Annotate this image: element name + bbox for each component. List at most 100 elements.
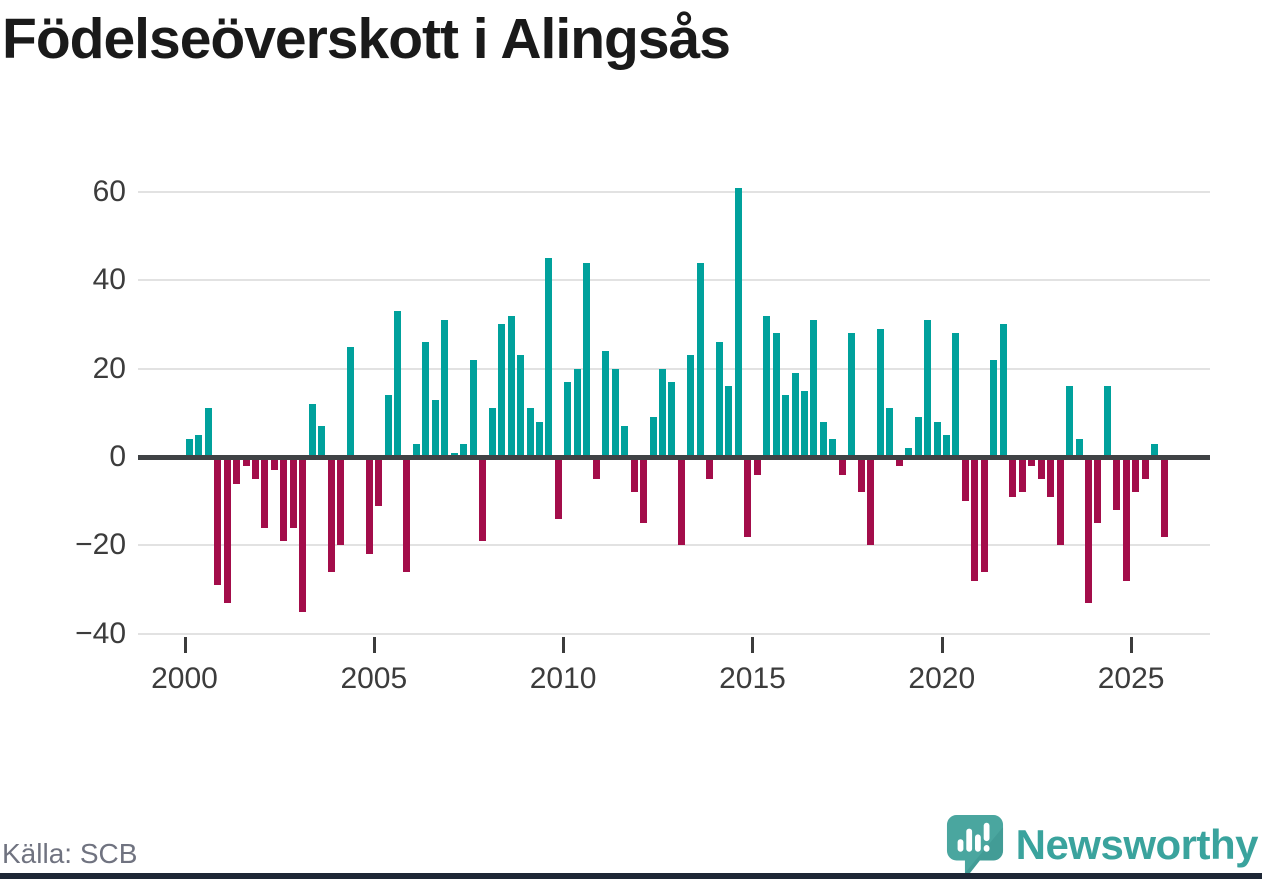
- y-axis-label: 40: [92, 263, 126, 297]
- bar-2010-q2: [573, 368, 581, 457]
- bar-2022-q4: [1047, 457, 1055, 497]
- bar-2007-q4: [479, 457, 487, 541]
- bar-2001-q3: [242, 457, 250, 466]
- bar-2017-q1: [829, 439, 837, 457]
- bar-2007-q3: [469, 359, 477, 457]
- x-axis-label-2010: 2010: [529, 662, 597, 695]
- bar-2005-q1: [375, 457, 383, 506]
- bar-2019-q1: [905, 448, 913, 457]
- source-label: Källa: SCB: [2, 838, 138, 869]
- bar-2025-q2: [1141, 457, 1149, 480]
- bar-2019-q4: [933, 421, 941, 457]
- bar-2015-q4: [782, 395, 790, 457]
- bar-2016-q3: [810, 320, 818, 457]
- bar-2013-q3: [696, 262, 704, 457]
- bar-2003-q2: [308, 403, 316, 457]
- x-axis-label-2000: 2000: [151, 662, 218, 695]
- newsworthy-wordmark: Newsworthy: [1015, 821, 1259, 868]
- bottom-accent-strip: [0, 873, 1262, 879]
- bar-2024-q2: [1103, 386, 1111, 457]
- bar-2014-q2: [725, 386, 733, 457]
- x-tick-2020: [940, 637, 944, 653]
- bar-2005-q2: [384, 395, 392, 457]
- bar-2024-q3: [1113, 457, 1121, 510]
- bar-2018-q3: [886, 408, 894, 457]
- bar-2002-q4: [289, 457, 297, 528]
- bar-2022-q1: [1018, 457, 1026, 493]
- bar-2011-q1: [602, 350, 610, 457]
- bar-2008-q1: [488, 408, 496, 457]
- bar-2020-q2: [952, 333, 960, 457]
- bar-2019-q2: [914, 417, 922, 457]
- gridline-y20: [138, 367, 1210, 370]
- bar-2023-q4: [1085, 457, 1092, 603]
- bar-2020-q1: [943, 434, 950, 457]
- bar-2013-q2: [687, 355, 695, 457]
- bar-2009-q1: [526, 408, 534, 457]
- bar-2003-q1: [299, 457, 307, 612]
- bar-2003-q4: [327, 457, 335, 572]
- bar-2000-q2: [195, 434, 203, 457]
- bar-2017-q2: [838, 457, 846, 475]
- bar-2011-q3: [621, 426, 629, 457]
- bar-2010-q1: [564, 381, 572, 457]
- bar-2001-q2: [233, 457, 241, 484]
- bar-2023-q3: [1075, 439, 1083, 457]
- bar-2021-q3: [999, 324, 1007, 457]
- bar-2007-q1: [450, 452, 458, 457]
- bar-2002-q2: [270, 457, 278, 471]
- bar-2006-q4: [441, 320, 449, 457]
- bar-2000-q1: [185, 439, 193, 457]
- newsworthy-logo: Newsworthy: [946, 814, 1259, 876]
- bar-2024-q4: [1122, 457, 1130, 581]
- bar-2002-q1: [261, 457, 269, 528]
- y-axis-label: 60: [92, 174, 126, 208]
- bar-2004-q1: [337, 457, 345, 546]
- bar-2020-q4: [971, 457, 979, 581]
- bar-2003-q3: [318, 426, 326, 457]
- x-tick-2015: [751, 637, 755, 653]
- x-axis-label-2020: 2020: [908, 662, 976, 695]
- bar-2009-q4: [554, 457, 562, 519]
- bar-2016-q2: [801, 390, 809, 457]
- bar-2025-q4: [1160, 457, 1168, 537]
- bar-2008-q3: [507, 315, 515, 457]
- bar-2025-q1: [1132, 457, 1140, 493]
- bar-2007-q2: [460, 443, 468, 457]
- bar-2016-q1: [791, 373, 799, 457]
- bar-2006-q3: [431, 399, 439, 457]
- x-tick-2025: [1130, 637, 1134, 653]
- bar-2011-q2: [611, 368, 619, 457]
- bar-2011-q4: [630, 457, 638, 493]
- bar-2010-q4: [592, 457, 600, 480]
- bar-2006-q1: [412, 443, 420, 457]
- x-axis-label-2025: 2025: [1097, 662, 1165, 695]
- y-axis-label: −20: [75, 528, 126, 562]
- bar-2012-q2: [649, 417, 657, 457]
- bar-2022-q2: [1028, 457, 1036, 466]
- x-axis-label-2015: 2015: [719, 662, 786, 695]
- bar-2021-q2: [990, 359, 998, 457]
- bar-2018-q1: [867, 457, 875, 546]
- bar-2008-q2: [498, 324, 506, 457]
- bar-2012-q4: [668, 381, 676, 457]
- bar-2006-q2: [422, 342, 430, 457]
- bar-2001-q1: [223, 457, 231, 603]
- x-axis-label-2005: 2005: [340, 662, 408, 695]
- bar-2024-q1: [1094, 457, 1102, 524]
- y-axis-label: −40: [75, 616, 126, 650]
- bar-2021-q4: [1009, 457, 1017, 497]
- bar-2009-q3: [545, 258, 553, 457]
- bar-2014-q1: [715, 342, 723, 457]
- bar-2015-q3: [772, 333, 780, 457]
- gridline-y-20: [138, 544, 1210, 547]
- bar-2016-q4: [819, 421, 827, 457]
- y-axis-label: 0: [109, 440, 126, 473]
- bar-2005-q3: [393, 311, 401, 457]
- bar-2009-q2: [535, 421, 543, 457]
- bar-2015-q2: [763, 315, 771, 457]
- bar-2013-q4: [706, 457, 714, 480]
- bar-2018-q4: [895, 457, 903, 466]
- gridline-y60: [138, 190, 1210, 193]
